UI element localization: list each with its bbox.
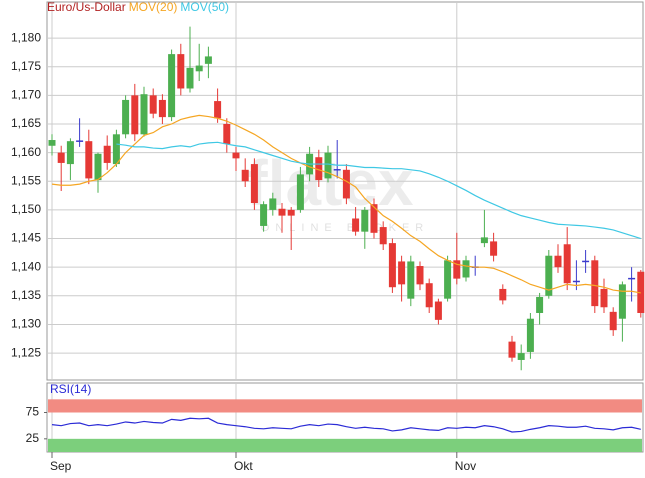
candle-body bbox=[204, 56, 212, 64]
candle-body bbox=[278, 208, 286, 216]
candle-body bbox=[296, 174, 304, 210]
candle-body bbox=[407, 261, 415, 299]
candle-body bbox=[287, 209, 295, 216]
candle-body bbox=[223, 123, 231, 145]
candle-body bbox=[536, 296, 544, 313]
y-tick-label: 1,150 bbox=[11, 202, 41, 216]
candle-body bbox=[94, 153, 102, 181]
y-tick-label: 25 bbox=[26, 431, 40, 445]
candle-body bbox=[57, 152, 65, 163]
y-tick-label: 1,160 bbox=[11, 145, 41, 159]
candle-body bbox=[480, 237, 488, 244]
rsi-label: RSI(14) bbox=[50, 382, 91, 396]
y-tick-label: 1,170 bbox=[11, 88, 41, 102]
candle-body bbox=[554, 255, 562, 268]
y-tick-label: 1,165 bbox=[11, 116, 41, 130]
candle-body bbox=[214, 101, 222, 119]
candle-body bbox=[517, 353, 525, 360]
candle-body bbox=[499, 288, 507, 301]
y-tick-label: 1,125 bbox=[11, 345, 41, 359]
y-tick-label: 75 bbox=[26, 405, 40, 419]
x-tick-label: Okt bbox=[234, 459, 253, 473]
y-tick-label: 1,155 bbox=[11, 173, 41, 187]
candle-body bbox=[149, 95, 157, 114]
candle-body bbox=[168, 54, 176, 118]
y-tick-label: 1,175 bbox=[11, 59, 41, 73]
candle-body bbox=[112, 134, 120, 165]
candle-body bbox=[324, 152, 332, 179]
rsi-band bbox=[48, 399, 642, 413]
candle-body bbox=[122, 99, 130, 135]
candle-body bbox=[361, 209, 369, 232]
candle-body bbox=[232, 152, 240, 159]
watermark-sub: ONLINE BROKER bbox=[261, 222, 429, 234]
candle-body bbox=[370, 204, 378, 233]
candle-body bbox=[425, 283, 433, 308]
candle-body bbox=[260, 204, 268, 226]
candle-body bbox=[508, 341, 516, 358]
candle-body bbox=[195, 65, 203, 72]
candle-body bbox=[379, 227, 387, 245]
y-tick-label: 1,180 bbox=[11, 30, 41, 44]
candle-body bbox=[250, 164, 258, 204]
rsi-band bbox=[48, 438, 642, 452]
series-line bbox=[51, 417, 641, 433]
candle-body bbox=[342, 169, 350, 199]
chart-title: Euro/Us-Dollar bbox=[47, 0, 126, 14]
candle-body bbox=[453, 260, 461, 279]
legend-label: MOV(50) bbox=[180, 0, 229, 14]
candle-body bbox=[388, 243, 396, 288]
candle-body bbox=[600, 288, 608, 308]
candle-body bbox=[545, 255, 553, 296]
x-tick-label: Nov bbox=[455, 459, 476, 473]
series-line bbox=[116, 141, 641, 240]
y-tick-label: 1,135 bbox=[11, 288, 41, 302]
candle-body bbox=[103, 145, 111, 163]
candle-body bbox=[591, 260, 599, 307]
candle-body bbox=[462, 260, 470, 278]
candle-body bbox=[158, 99, 166, 118]
candle-body bbox=[186, 67, 194, 89]
candle-body bbox=[490, 241, 498, 256]
candle-body bbox=[434, 301, 442, 320]
candle-body bbox=[85, 141, 93, 179]
candle-body bbox=[444, 260, 452, 299]
series-line bbox=[51, 114, 641, 294]
candle-body bbox=[48, 140, 56, 146]
candle-body bbox=[241, 169, 249, 182]
candle-body bbox=[315, 157, 323, 181]
candle-body bbox=[416, 266, 424, 285]
y-tick-label: 1,130 bbox=[11, 317, 41, 331]
candle-body bbox=[131, 95, 139, 135]
y-tick-label: 1,140 bbox=[11, 259, 41, 273]
x-tick-label: Sep bbox=[50, 459, 72, 473]
candle-body bbox=[269, 198, 277, 210]
y-tick-label: 1,145 bbox=[11, 231, 41, 245]
candle-body bbox=[563, 244, 571, 284]
candle-body bbox=[609, 311, 617, 331]
candle-body bbox=[398, 261, 406, 285]
candle-body bbox=[66, 141, 74, 165]
legend-label: MOV(20) bbox=[129, 0, 178, 14]
candle-body bbox=[177, 54, 185, 89]
candle-body bbox=[352, 218, 360, 232]
candle-body bbox=[526, 318, 534, 352]
candle-body bbox=[618, 284, 626, 319]
candle-body bbox=[140, 94, 148, 135]
